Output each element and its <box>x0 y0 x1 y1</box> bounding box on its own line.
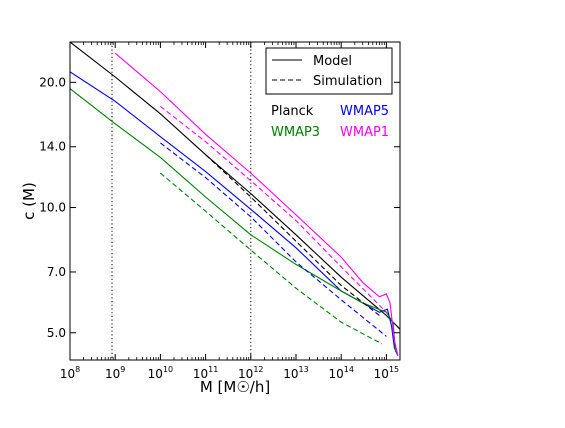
x-axis-label: M [M☉/h] <box>200 378 270 396</box>
label-wmap1: WMAP1 <box>340 125 389 140</box>
y-tick-label: 20.0 <box>39 75 66 89</box>
series-wmap5-dashed <box>160 142 387 337</box>
reference-lines <box>111 42 252 360</box>
series-planck-solid <box>70 42 400 330</box>
series-wmap3-dashed <box>160 172 383 345</box>
series-wmap3-solid <box>70 88 397 352</box>
y-tick-label: 5.0 <box>47 326 66 340</box>
x-tick-label: 109 <box>105 365 125 381</box>
legend: Model Simulation <box>265 47 393 95</box>
series-layer <box>70 42 400 357</box>
legend-box <box>265 47 393 95</box>
label-wmap3: WMAP3 <box>271 125 320 140</box>
x-tick-label: 1014 <box>328 365 353 381</box>
y-axis-ticks: 5.0 7.0 10.0 14.0 20.0 <box>39 75 400 340</box>
series-wmap5-solid <box>70 71 399 357</box>
x-tick-label: 1013 <box>283 365 308 381</box>
y-tick-label: 10.0 <box>39 201 66 215</box>
legend-model-label: Model <box>313 54 352 69</box>
x-tick-label: 1010 <box>148 365 173 381</box>
series-wmap1-dashed <box>160 105 387 313</box>
series-wmap1-solid <box>114 52 399 356</box>
legend-simulation-label: Simulation <box>313 74 382 89</box>
plot-frame <box>69 41 401 361</box>
series-planck-dashed <box>205 154 380 316</box>
y-tick-label: 7.0 <box>47 265 66 279</box>
label-wmap5: WMAP5 <box>340 104 389 119</box>
y-axis-label: c (M) <box>20 182 38 220</box>
label-planck: Planck <box>271 104 314 119</box>
y-tick-label: 14.0 <box>39 140 66 154</box>
x-tick-label: 1015 <box>374 365 399 381</box>
x-tick-label: 108 <box>60 365 80 381</box>
